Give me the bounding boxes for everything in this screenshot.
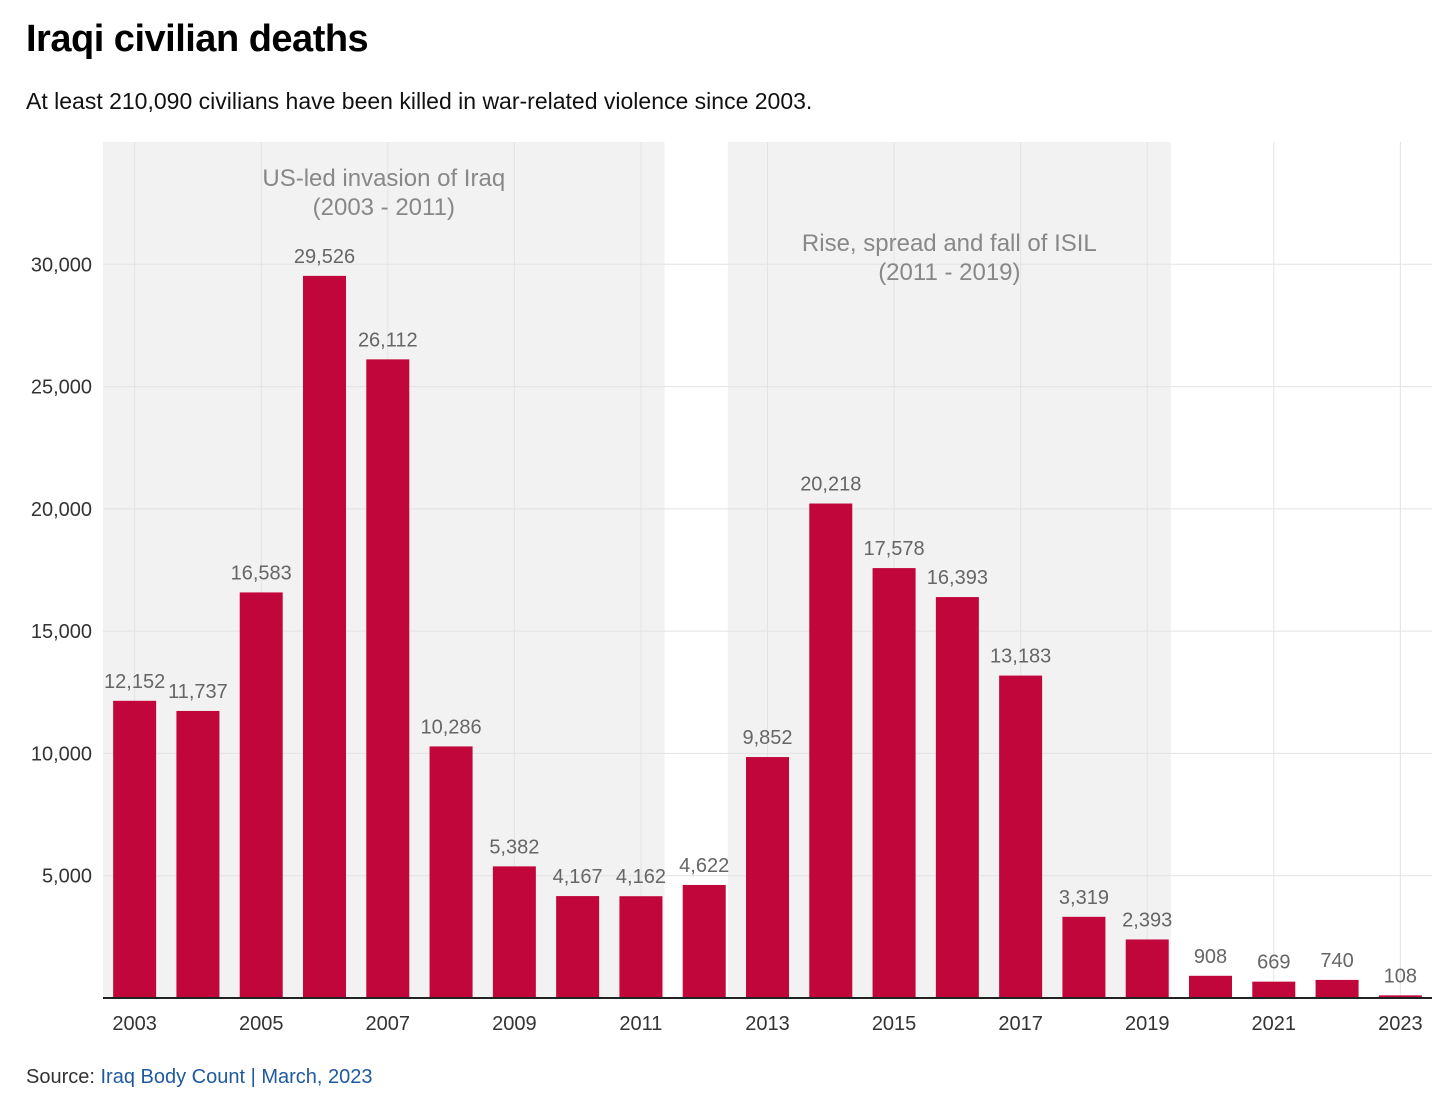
data-label-2022: 740	[1320, 950, 1353, 972]
bar-2004	[176, 710, 220, 998]
x-tick-label: 2019	[1125, 1013, 1170, 1035]
data-label-2023: 108	[1384, 965, 1417, 987]
data-label-2015: 17,578	[863, 538, 924, 560]
data-label-2008: 10,286	[420, 716, 481, 738]
x-tick-label: 2003	[112, 1013, 157, 1035]
bar-2013	[746, 757, 789, 998]
source-label: Source:	[26, 1066, 101, 1088]
x-tick-label: 2023	[1378, 1013, 1423, 1035]
bar-chart: US-led invasion of Iraq(2003 - 2011) Rise…	[31, 142, 1432, 1035]
y-tick-label: 25,000	[31, 377, 92, 399]
bar-2022	[1315, 979, 1359, 998]
bar-2017	[999, 675, 1043, 998]
bar-2018	[1062, 916, 1106, 998]
bar-2007	[366, 359, 410, 998]
x-tick-label: 2009	[492, 1013, 537, 1035]
data-label-2016: 16,393	[927, 567, 988, 589]
bar-2019	[1125, 939, 1169, 998]
chart-title: Iraqi civilian deaths	[26, 18, 369, 60]
data-label-2020: 908	[1194, 946, 1227, 968]
bar-2005	[239, 592, 283, 998]
y-tick-label: 30,000	[31, 254, 92, 276]
data-label-2011: 4,162	[616, 866, 666, 888]
data-label-2010: 4,167	[553, 866, 603, 888]
bar-2006	[303, 275, 346, 998]
y-tick-label: 10,000	[31, 743, 92, 765]
bar-2003	[113, 700, 157, 998]
x-tick-label: 2017	[998, 1013, 1043, 1035]
bar-2020	[1189, 975, 1232, 998]
data-label-2009: 5,382	[489, 836, 539, 858]
data-label-2005: 16,583	[231, 562, 292, 584]
y-tick-label: 15,000	[31, 621, 92, 643]
data-label-2003: 12,152	[104, 671, 165, 693]
bar-2010	[556, 896, 600, 998]
data-label-2018: 3,319	[1059, 887, 1109, 909]
bar-2021	[1252, 981, 1296, 998]
bar-2011	[619, 896, 663, 998]
data-label-2017: 13,183	[990, 646, 1051, 668]
x-tick-label: 2015	[872, 1013, 917, 1035]
bar-2016	[935, 597, 979, 998]
annotation-range-1: (2003 - 2011)	[313, 194, 455, 221]
bar-2023	[1378, 995, 1422, 998]
data-label-2021: 669	[1257, 952, 1290, 974]
x-tick-label: 2013	[745, 1013, 790, 1035]
y-tick-label: 5,000	[42, 866, 92, 888]
chart-subtitle: At least 210,090 civilians have been kil…	[26, 88, 813, 114]
data-label-2004: 11,737	[168, 681, 228, 703]
x-tick-label: 2021	[1252, 1013, 1297, 1035]
data-label-2019: 2,393	[1122, 909, 1172, 931]
annotation-range-2: (2011 - 2019)	[878, 259, 1020, 286]
bar-2009	[492, 866, 536, 998]
annotation-title-2: Rise, spread and fall of ISIL	[802, 230, 1097, 257]
y-tick-label: 20,000	[31, 499, 92, 521]
data-label-2012: 4,622	[679, 855, 729, 877]
source-link[interactable]: Iraq Body Count | March, 2023	[100, 1066, 373, 1088]
x-tick-label: 2011	[619, 1013, 662, 1035]
x-tick-label: 2007	[366, 1013, 411, 1035]
data-label-2013: 9,852	[742, 727, 792, 749]
x-tick-label: 2005	[239, 1013, 284, 1035]
bar-2008	[429, 746, 473, 998]
annotation-title-1: US-led invasion of Iraq	[262, 165, 505, 192]
source-line: Source: Iraq Body Count | March, 2023	[26, 1066, 373, 1089]
data-label-2014: 20,218	[800, 474, 861, 496]
bar-2015	[872, 568, 916, 998]
data-label-2007: 26,112	[358, 329, 418, 351]
bar-2014	[809, 503, 853, 998]
bar-2012	[682, 884, 726, 998]
data-label-2006: 29,526	[294, 246, 355, 268]
